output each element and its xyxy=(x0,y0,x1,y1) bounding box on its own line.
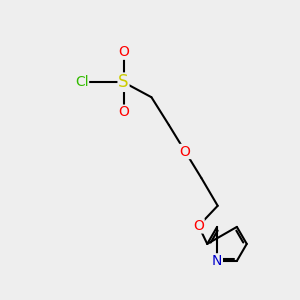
Text: S: S xyxy=(118,73,129,91)
Text: O: O xyxy=(118,45,129,59)
Text: N: N xyxy=(212,254,222,268)
Text: O: O xyxy=(193,219,204,233)
Text: O: O xyxy=(180,145,190,158)
Text: O: O xyxy=(118,105,129,119)
Text: Cl: Cl xyxy=(75,75,88,89)
